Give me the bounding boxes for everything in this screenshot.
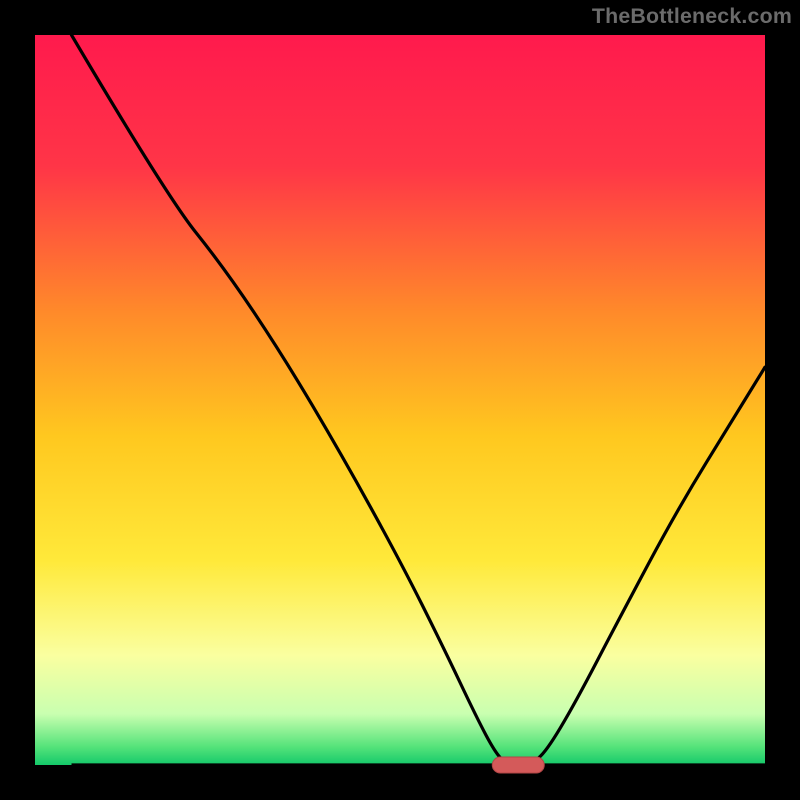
chart-svg: [0, 0, 800, 800]
chart-stage: TheBottleneck.com: [0, 0, 800, 800]
plot-background: [35, 35, 765, 765]
watermark-text: TheBottleneck.com: [592, 4, 792, 29]
optimal-marker: [492, 757, 544, 773]
